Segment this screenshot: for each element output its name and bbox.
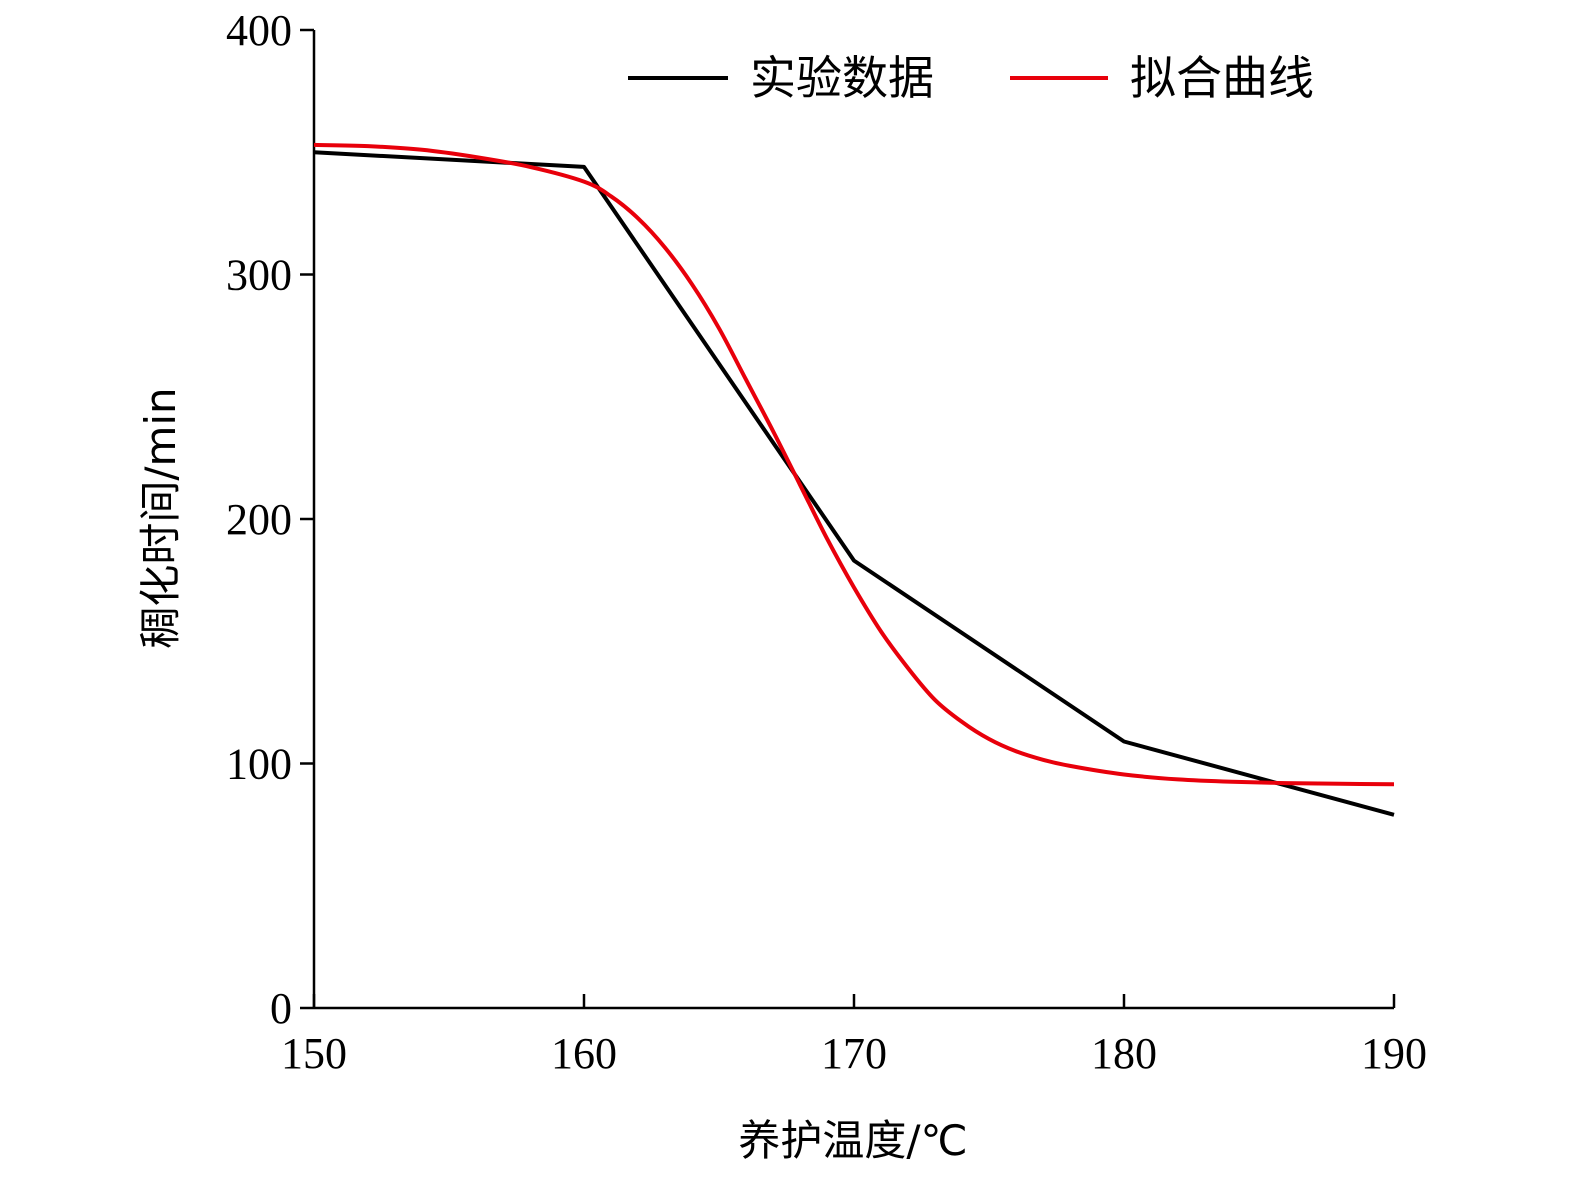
y-tick-label: 0 [270,984,292,1033]
x-tick-label: 160 [551,1029,617,1078]
x-tick-label: 150 [281,1029,347,1078]
y-axis-title: 稠化时间/min [136,387,185,648]
legend: 实验数据 拟合曲线 [628,51,1314,105]
legend-label-1: 拟合曲线 [1130,51,1314,105]
series-line-1 [313,142,1395,787]
y-tick-label: 300 [226,251,292,300]
axes: 150 160 170 180 190 0 100 200 300 400 [226,6,1427,1078]
x-axis-title: 养护温度/℃ [738,1116,967,1165]
series-line-0 [313,150,1395,817]
x-tick-label: 190 [1361,1029,1427,1078]
y-tick-label: 100 [226,740,292,789]
y-tick-label: 200 [226,495,292,544]
x-tick-label: 180 [1091,1029,1157,1078]
y-tick-label: 400 [226,6,292,55]
series-layer [313,142,1395,817]
legend-label-0: 实验数据 [750,51,934,105]
x-tick-label: 170 [821,1029,887,1078]
